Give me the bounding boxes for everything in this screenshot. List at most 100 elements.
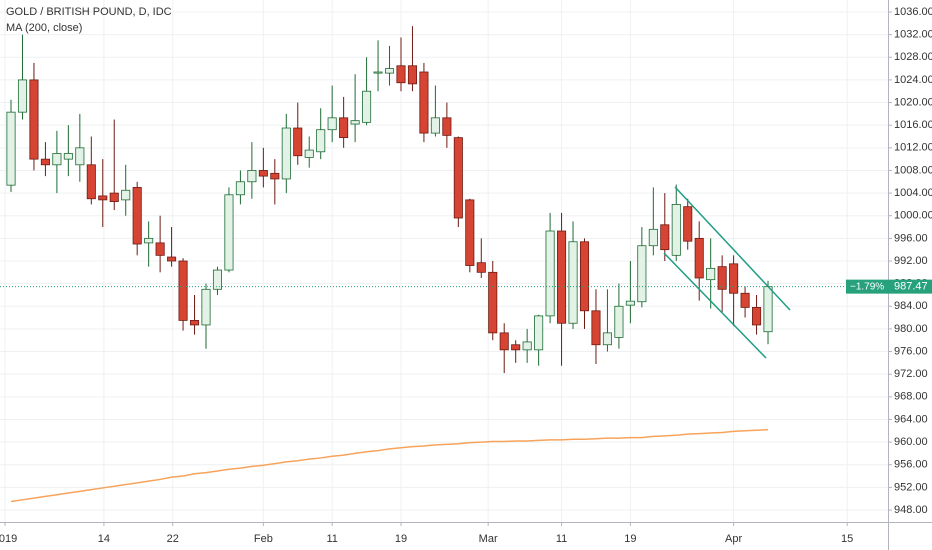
candle-body [75, 147, 85, 166]
candle-body [293, 127, 303, 157]
candle-body [557, 230, 567, 324]
candle-body [258, 170, 268, 177]
last-change-label: −1.79% [850, 281, 884, 292]
candle-body [167, 256, 177, 262]
candle-body [419, 71, 429, 134]
candle-body [350, 120, 360, 125]
candle-body [579, 241, 590, 312]
candle-body [671, 204, 681, 256]
indicator-label: MA (200, close) [6, 22, 82, 34]
y-tick-label: 960.00 [894, 436, 928, 448]
candle-body [407, 65, 417, 85]
y-tick-label: 1012.00 [894, 142, 932, 154]
candle-body [465, 199, 475, 266]
candle-body [396, 65, 406, 84]
candle-body [752, 307, 762, 326]
candle-body [534, 315, 544, 351]
x-tick-label: 19 [624, 533, 636, 545]
candle-body [568, 241, 578, 324]
candle-body [488, 271, 498, 334]
axes: 948.00 952.00 956.00 960.00 964.00 968.00 972.… [0, 6, 932, 545]
x-tick-label: Mar [479, 533, 498, 545]
candle-body [453, 137, 463, 219]
moving-average-line [10, 428, 769, 503]
candle-body [694, 237, 704, 279]
y-tick-label: 1008.00 [894, 164, 932, 176]
y-tick-label: 952.00 [894, 481, 928, 493]
x-tick-label: Feb [254, 533, 273, 545]
candle-body [740, 292, 750, 308]
y-tick-label: 1016.00 [894, 119, 932, 131]
candle-body [304, 149, 314, 158]
x-tick-label: 15 [841, 533, 853, 545]
candle-body [144, 237, 154, 244]
candle-body [121, 189, 131, 201]
candle-body [190, 320, 200, 326]
candle-body [98, 195, 108, 201]
x-tick-label: 14 [98, 533, 110, 545]
candle-body [52, 153, 62, 166]
candle-body [683, 206, 693, 242]
y-tick-label: 992.00 [894, 255, 928, 267]
x-tick-label: 19 [395, 533, 407, 545]
x-tick-label: 11 [326, 533, 337, 545]
candle-body [281, 127, 291, 180]
y-tick-label: 968.00 [894, 391, 928, 403]
candle-body [637, 245, 647, 303]
candle-body [212, 269, 222, 290]
x-tick-label: 22 [167, 533, 179, 545]
y-tick-label: 1020.00 [894, 96, 932, 108]
x-tick-label: Apr [725, 533, 742, 545]
y-tick-label: 1028.00 [894, 51, 932, 63]
candle-body [717, 266, 727, 290]
candle-body [132, 187, 142, 245]
candle-body [614, 305, 624, 338]
y-tick-label: 976.00 [894, 345, 928, 357]
candle-body [511, 344, 521, 351]
candle-body [17, 79, 28, 113]
candle-body [178, 260, 188, 321]
chart-title: GOLD / BRITISH POUND, D, IDC [6, 6, 172, 18]
candle-body [522, 341, 532, 351]
candle-body [648, 228, 658, 247]
candle-body [362, 90, 372, 123]
candle-body [442, 117, 452, 136]
y-tick-label: 972.00 [894, 368, 928, 380]
candle-body [339, 117, 349, 139]
candle-body [384, 68, 395, 74]
candle-body [270, 172, 280, 180]
candle-body [109, 192, 119, 202]
candle-body [327, 117, 337, 131]
candle-body [729, 263, 739, 294]
x-tick-label: 11 [556, 533, 567, 545]
candle-body [86, 164, 96, 200]
y-tick-label: 984.00 [894, 300, 928, 312]
candle-body [591, 310, 601, 346]
candle-body [6, 111, 16, 186]
candle-body [476, 262, 486, 273]
y-tick-label: 1036.00 [894, 6, 932, 18]
candle-body [63, 153, 73, 160]
candle-body [763, 286, 773, 333]
y-tick-label: 1032.00 [894, 29, 932, 41]
candle-body [706, 267, 716, 281]
y-tick-label: 980.00 [894, 323, 928, 335]
y-tick-label: 1024.00 [894, 74, 932, 86]
last-price-label: 987.47 [894, 281, 928, 293]
x-tick-label: 2019 [0, 533, 17, 545]
y-tick-label: 964.00 [894, 413, 928, 425]
candle-body [430, 117, 440, 134]
candle-body [247, 170, 257, 183]
y-tick-label: 1000.00 [894, 210, 932, 222]
candle-body [224, 194, 234, 271]
candle-body [545, 230, 555, 317]
channel-upper [674, 186, 791, 311]
candle-body [499, 332, 509, 351]
y-tick-label: 948.00 [894, 504, 928, 516]
candle-body [316, 129, 326, 153]
channel-lower [663, 252, 767, 359]
candle-body [155, 242, 165, 256]
y-tick-label: 996.00 [894, 232, 928, 244]
